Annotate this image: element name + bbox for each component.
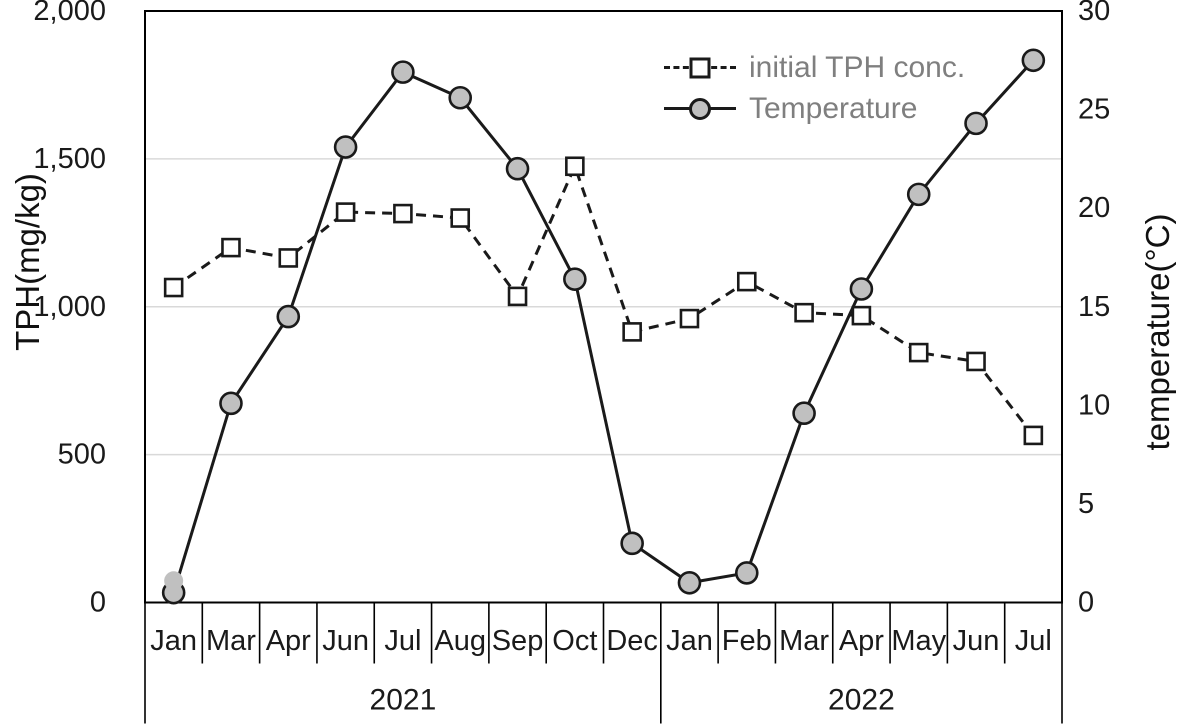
tph-marker: [507, 286, 528, 307]
left-tick-label: 1,500: [33, 143, 106, 175]
left-tick-label: 500: [58, 439, 106, 471]
month-label: Feb: [722, 625, 772, 657]
tph-marker: [565, 156, 585, 177]
temperature-marker: [620, 531, 644, 556]
temperature-marker: [734, 561, 759, 585]
tph-marker: [1023, 425, 1044, 446]
right-tick-label: 5: [1078, 488, 1094, 520]
legend-label-initial-tph: initial TPH conc.: [749, 50, 966, 84]
month-label: Oct: [552, 625, 597, 657]
left-tick-label: 2,000: [33, 0, 106, 27]
dashed-line-sample: [664, 56, 736, 80]
month-label: Apr: [266, 625, 311, 657]
temperature-marker: [448, 85, 473, 110]
legend-item-initial-tph: initial TPH conc.: [664, 51, 965, 84]
tph-marker: [278, 248, 299, 268]
tph-marker: [450, 208, 471, 228]
temperature-marker: [677, 570, 702, 595]
temperature-marker: [505, 156, 530, 181]
tph-marker: [335, 202, 356, 222]
temperature-marker: [563, 267, 587, 291]
left-tick-label: 0: [90, 587, 106, 619]
temperature-marker: [219, 391, 243, 416]
tph-marker: [908, 342, 929, 363]
month-label: Dec: [606, 625, 658, 657]
year-label: 2021: [370, 684, 437, 717]
tph-marker: [622, 322, 642, 342]
tph-marker: [851, 305, 872, 326]
right-tick-label: 20: [1078, 192, 1110, 224]
month-label: Jun: [953, 625, 1000, 657]
temperature-marker: [391, 60, 415, 84]
right-tick-label: 25: [1078, 94, 1110, 126]
tph-marker: [393, 203, 413, 224]
temperature-marker: [906, 182, 931, 207]
tph-marker: [163, 277, 184, 298]
month-label: May: [891, 625, 946, 657]
month-label: Mar: [206, 625, 256, 657]
tph-line: [172, 162, 1035, 437]
gray-circle-marker-icon: [689, 97, 711, 120]
left-tick-label: 1,000: [33, 291, 106, 323]
temperature-line: [172, 59, 1035, 594]
month-label: Apr: [839, 625, 884, 657]
right-tick-label: 0: [1078, 587, 1094, 619]
year-label: 2022: [828, 684, 895, 717]
right-tick-label: 10: [1078, 389, 1110, 421]
right-tick-label: 30: [1078, 0, 1110, 27]
month-label: Jul: [384, 625, 421, 657]
month-label: Jun: [322, 625, 369, 657]
tph-marker: [221, 237, 241, 258]
month-label: Jan: [666, 625, 713, 657]
tph-marker: [794, 302, 814, 323]
temperature-extra-marker: [164, 571, 184, 591]
temperature-marker: [964, 111, 988, 136]
temperature-marker: [849, 277, 874, 301]
month-label: Jan: [150, 625, 197, 657]
month-label: Jul: [1015, 625, 1052, 657]
legend: initial TPH conc. Temperature: [664, 51, 965, 125]
tph-marker: [736, 271, 757, 292]
temperature-marker: [276, 304, 301, 329]
y-axis-labels: 0 500 1,000 1,500 2,000 0 5 10 15 20 25 30: [33, 0, 1110, 619]
right-tick-label: 15: [1078, 291, 1110, 323]
month-label: Sep: [492, 625, 544, 657]
temperature-marker: [792, 401, 816, 426]
month-label: Aug: [434, 625, 486, 657]
legend-item-temperature: Temperature: [664, 92, 965, 125]
month-label: Mar: [779, 625, 829, 657]
tph-marker: [966, 351, 986, 372]
tph-marker: [679, 308, 700, 329]
legend-label-temperature: Temperature: [749, 91, 918, 125]
y-axis-title-left: TPH(mg/kg): [9, 173, 46, 351]
gridlines: [145, 158, 1062, 456]
y-axis-title-right: temperature(°C): [1139, 213, 1176, 451]
x-axis-labels: Jan Mar Apr Jun Jul Aug Sep Oct Dec Jan Feb Mar Apr M…: [144, 602, 1063, 724]
solid-line-sample: [664, 97, 736, 121]
series-markers: [161, 48, 1046, 605]
open-square-marker-icon: [689, 57, 711, 78]
temperature-marker: [1021, 48, 1046, 73]
temperature-marker: [333, 135, 358, 159]
series-lines: [172, 59, 1035, 594]
